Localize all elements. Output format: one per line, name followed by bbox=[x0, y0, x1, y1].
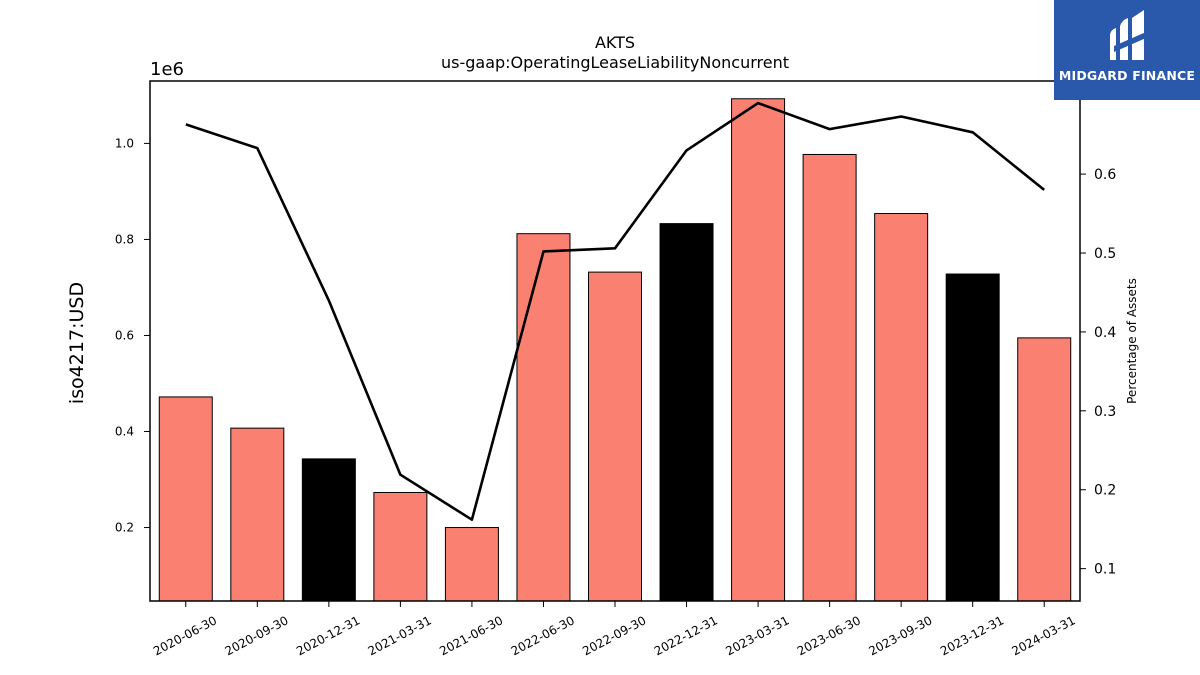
y-offset-label: 1e6 bbox=[150, 59, 184, 80]
bar bbox=[802, 153, 857, 602]
bar bbox=[516, 233, 571, 602]
y2-tick-label: 0.5 bbox=[1094, 246, 1116, 262]
bar bbox=[158, 396, 213, 602]
bar bbox=[1017, 337, 1072, 602]
y2-tick-label: 0.2 bbox=[1094, 483, 1116, 499]
x-tick-label: 2022-12-31 bbox=[652, 613, 720, 658]
y2-tick-label: 0.6 bbox=[1094, 167, 1116, 183]
bar bbox=[874, 213, 929, 602]
y-tick-label: 1.0 bbox=[115, 136, 134, 150]
y2-tick-label: 0.4 bbox=[1094, 325, 1116, 341]
bar bbox=[659, 223, 714, 602]
bar bbox=[731, 98, 786, 602]
series-line bbox=[185, 101, 1046, 522]
line-group bbox=[185, 101, 1046, 522]
x-tick-label: 2022-09-30 bbox=[580, 613, 648, 658]
x-tick-label: 2020-12-31 bbox=[294, 613, 362, 658]
x-tick-label: 2021-06-30 bbox=[437, 613, 505, 658]
y-axis-label: iso4217:USD bbox=[66, 282, 88, 404]
y2-tick-label: 0.1 bbox=[1094, 562, 1116, 578]
chart-title: AKTS bbox=[595, 33, 635, 52]
y-tick-label: 0.2 bbox=[115, 521, 134, 535]
bar bbox=[588, 271, 642, 602]
y-tick-label: 0.6 bbox=[115, 328, 134, 342]
bar bbox=[230, 427, 285, 602]
logo: MIDGARD FINANCE bbox=[1054, 0, 1200, 100]
y-tick-label: 0.4 bbox=[115, 425, 134, 439]
bars-group bbox=[158, 98, 1072, 602]
x-tick-label: 2023-06-30 bbox=[795, 613, 863, 658]
bar bbox=[945, 273, 1000, 602]
x-tick-label: 2023-12-31 bbox=[938, 613, 1006, 658]
y-tick-label: 0.8 bbox=[115, 232, 134, 246]
y2-tick-label: 0.3 bbox=[1094, 404, 1116, 420]
x-tick-label: 2020-09-30 bbox=[223, 613, 291, 658]
x-tick-label: 2020-06-30 bbox=[151, 613, 219, 658]
bar bbox=[301, 458, 356, 602]
y2-axis-label: Percentage of Assets bbox=[1125, 278, 1139, 404]
logo-text: MIDGARD FINANCE bbox=[1058, 68, 1196, 83]
x-tick-label: 2023-03-31 bbox=[723, 613, 791, 658]
bar bbox=[444, 527, 499, 602]
x-tick-label: 2024-03-31 bbox=[1009, 613, 1077, 658]
logo-mark-icon bbox=[1110, 10, 1146, 60]
bar bbox=[373, 491, 428, 602]
x-tick-label: 2023-09-30 bbox=[866, 613, 934, 658]
x-tick-label: 2021-03-31 bbox=[366, 613, 434, 658]
chart-subtitle: us-gaap:OperatingLeaseLiabilityNoncurren… bbox=[441, 53, 789, 72]
x-tick-label: 2022-06-30 bbox=[509, 613, 577, 658]
